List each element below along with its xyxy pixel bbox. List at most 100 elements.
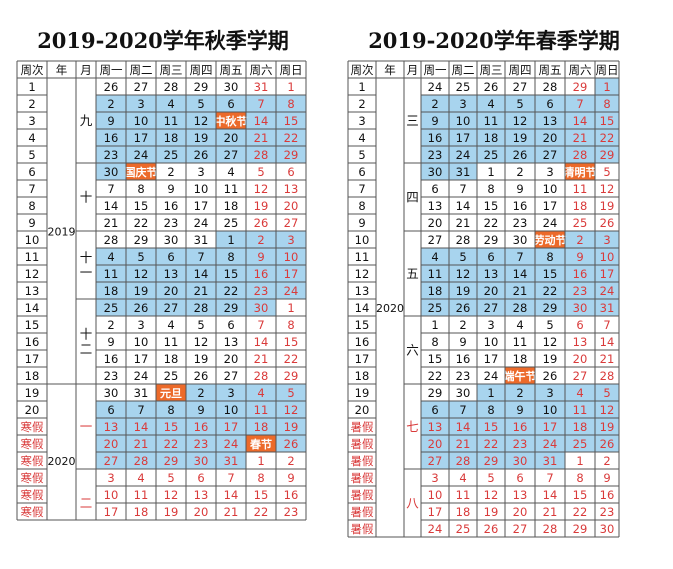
- day-cell: 3: [546, 386, 553, 400]
- day-cell: 20: [224, 352, 239, 366]
- day-cell: 24: [543, 437, 558, 451]
- grid-lines: [347, 60, 620, 538]
- day-cell: 5: [287, 386, 294, 400]
- day-cell: 5: [516, 97, 523, 111]
- class-week-cell-bg: [186, 265, 216, 282]
- day-cell: 22: [428, 369, 443, 383]
- day-cell: 19: [284, 420, 299, 434]
- class-week-cell-bg: [276, 401, 306, 418]
- week-number: 7: [28, 182, 35, 196]
- week-number: 18: [25, 369, 40, 383]
- day-cell: 11: [484, 114, 499, 128]
- class-week-cell-bg: [535, 248, 565, 265]
- day-cell: 10: [600, 250, 615, 264]
- day-cell: 7: [603, 318, 610, 332]
- day-cell: 23: [164, 216, 179, 230]
- day-cell: 8: [287, 97, 294, 111]
- day-cell: 30: [254, 301, 269, 315]
- day-cell: 24: [456, 148, 471, 162]
- day-cell: 26: [104, 80, 119, 94]
- day-cell: 28: [543, 80, 558, 94]
- class-week-cell-bg: [595, 129, 619, 146]
- day-cell: 7: [459, 403, 466, 417]
- day-cell: 24: [428, 522, 443, 536]
- class-week-cell-bg: [505, 248, 535, 265]
- month-label: 二: [80, 496, 93, 511]
- week-number: 16: [355, 335, 370, 349]
- day-cell: 19: [194, 352, 209, 366]
- day-cell: 10: [134, 114, 149, 128]
- class-week-cell-bg: [535, 299, 565, 316]
- week-number: 暑假: [351, 454, 374, 468]
- day-cell: 8: [576, 471, 583, 485]
- day-cell: 20: [573, 352, 588, 366]
- day-cell: 30: [513, 233, 528, 247]
- day-cell: 14: [456, 420, 471, 434]
- day-cell: 21: [134, 437, 149, 451]
- class-week-cell-bg: [535, 95, 565, 112]
- day-cell: 29: [134, 233, 149, 247]
- class-week-cell-bg: [246, 95, 276, 112]
- week-number: 8: [358, 199, 365, 213]
- class-week-cell-bg: [96, 248, 126, 265]
- day-cell: 1: [257, 454, 264, 468]
- class-week-cell-bg: [156, 299, 186, 316]
- day-cell: 3: [107, 471, 114, 485]
- class-week-cell-bg: [276, 282, 306, 299]
- header-cell: 周四: [190, 63, 213, 77]
- class-week-cell-bg: [216, 129, 246, 146]
- day-cell: 20: [543, 131, 558, 145]
- day-cell: 1: [576, 454, 583, 468]
- day-cell: 6: [227, 318, 234, 332]
- week-number: 14: [25, 301, 40, 315]
- day-cell: 28: [164, 80, 179, 94]
- day-cell: 26: [284, 437, 299, 451]
- class-week-cell-bg: [156, 265, 186, 282]
- day-cell: 28: [573, 148, 588, 162]
- day-cell: 5: [167, 471, 174, 485]
- day-cell: 28: [456, 233, 471, 247]
- day-cell: 24: [484, 369, 499, 383]
- day-cell: 10: [456, 114, 471, 128]
- day-cell: 4: [167, 97, 174, 111]
- class-week-cell-bg: [216, 231, 246, 248]
- day-cell: 30: [104, 386, 119, 400]
- week-number: 12: [25, 267, 40, 281]
- week-number: 14: [355, 301, 370, 315]
- day-cell: 17: [600, 267, 615, 281]
- day-cell: 11: [573, 403, 588, 417]
- week-number: 5: [358, 148, 365, 162]
- class-week-cell-bg: [565, 384, 595, 401]
- day-cell: 7: [576, 97, 583, 111]
- class-week-cell-bg: [96, 452, 126, 469]
- holiday-label: 中秋节: [215, 114, 248, 128]
- day-cell: 27: [104, 454, 119, 468]
- class-week-cell-bg: [535, 384, 565, 401]
- class-week-cell-bg: [96, 265, 126, 282]
- class-week-cell-bg: [126, 282, 156, 299]
- day-cell: 19: [254, 199, 269, 213]
- day-cell: 1: [227, 233, 234, 247]
- day-cell: 29: [543, 301, 558, 315]
- day-cell: 14: [600, 335, 615, 349]
- day-cell: 2: [107, 318, 114, 332]
- day-cell: 18: [456, 505, 471, 519]
- class-week-cell-bg: [246, 384, 276, 401]
- day-cell: 27: [543, 148, 558, 162]
- day-cell: 19: [600, 199, 615, 213]
- class-week-cell-bg: [535, 401, 565, 418]
- day-cell: 6: [431, 403, 438, 417]
- day-cell: 28: [134, 454, 149, 468]
- class-week-cell-bg: [156, 129, 186, 146]
- day-cell: 1: [487, 386, 494, 400]
- day-cell: 18: [573, 420, 588, 434]
- day-cell: 17: [194, 199, 209, 213]
- class-week-cell-bg: [186, 282, 216, 299]
- day-cell: 3: [603, 233, 610, 247]
- day-cell: 19: [194, 131, 209, 145]
- day-cell: 4: [227, 165, 234, 179]
- class-week-cell-bg: [565, 418, 595, 435]
- day-cell: 6: [227, 97, 234, 111]
- day-cell: 16: [600, 488, 615, 502]
- day-cell: 4: [257, 386, 264, 400]
